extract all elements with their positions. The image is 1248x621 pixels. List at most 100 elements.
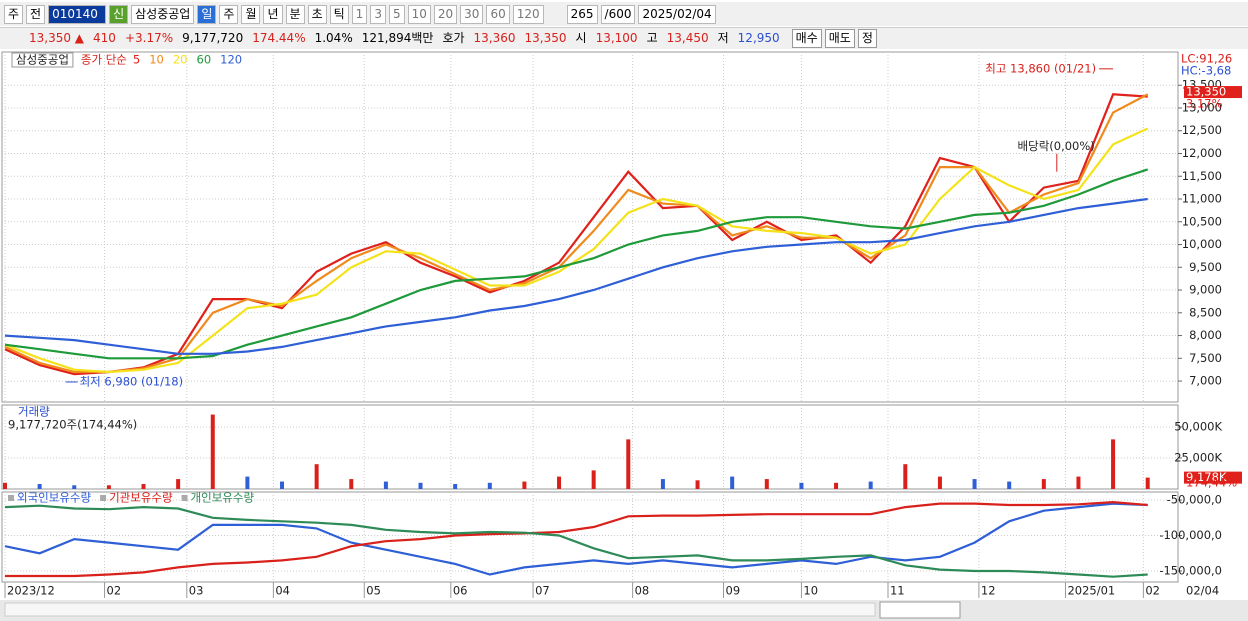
legend-subtitle: 종가 단순 (81, 53, 127, 67)
toolbar-item[interactable]: 신 (109, 4, 129, 24)
quote-bar: 13,350 ▲ 410 +3.17% 9,177,720 174.44% 1.04% 12… (0, 27, 1248, 49)
quote-item: 1.04% (314, 31, 353, 45)
quote-item: 121,894백만 (361, 31, 434, 45)
volume-bar (383, 481, 388, 489)
toolbar-item[interactable]: 265 (566, 4, 598, 24)
volume-bar (72, 485, 77, 489)
toolbar-item[interactable]: 틱 (329, 4, 349, 24)
legend-title: 삼성중공업 (16, 53, 69, 67)
series-line (4, 93, 1148, 376)
quote-item: 매도 (824, 29, 855, 48)
chart: 7,000 7,500 8,000 8,500 9,000 9,500 10,000 10,5… (0, 50, 1248, 621)
x-tick-label: 2023/12 (7, 584, 55, 598)
volume-bar (37, 484, 42, 489)
toolbar-item[interactable]: 120 (512, 4, 544, 24)
quote-item: 정 (857, 29, 877, 48)
annotation: 배당락(0,00%) (1018, 139, 1095, 153)
legend-entry: 개인보유수량 (191, 491, 255, 505)
toolbar-item[interactable]: 3 (370, 4, 386, 24)
volume-bar (210, 414, 215, 489)
y-tick-label: -150,000,0 (1159, 563, 1222, 577)
x-tick-label: 09 (726, 584, 741, 598)
x-tick-label: 12 (981, 584, 996, 598)
quote-item: 13,350 (524, 31, 567, 45)
panel-frame (1, 51, 1179, 403)
toolbar-item[interactable]: 1 (351, 4, 368, 24)
volume-ratio: 174,44% (1186, 476, 1237, 490)
legend-entry: 외국인보유수량 (17, 491, 91, 505)
last-value-label: 9,178K (1186, 470, 1227, 484)
toolbar-item[interactable]: 010140 (48, 4, 107, 24)
last-value-box (1184, 86, 1242, 99)
volume-bar (522, 481, 527, 489)
hc-label: HC:-3,68 (1181, 64, 1231, 78)
toolbar-item[interactable]: 초 (307, 4, 327, 24)
scroll-controls[interactable] (879, 601, 961, 619)
quote-item: 고 (646, 31, 658, 45)
volume-bar (903, 464, 908, 489)
series-line (4, 502, 1148, 576)
x-tick-label: 03 (189, 584, 204, 598)
volume-bar (349, 479, 354, 489)
series-line (4, 197, 1148, 355)
toolbar-item[interactable]: 일 (197, 4, 217, 24)
quote-item: 12,950 (737, 31, 780, 45)
x-tick-label: 05 (366, 584, 381, 598)
legend-entry: 5 (133, 53, 140, 67)
volume-bar (487, 482, 492, 489)
volume-bar (418, 482, 423, 489)
y-tick-label: -100,000,0 (1159, 528, 1222, 542)
toolbar-item[interactable]: 분 (285, 4, 305, 24)
series-line (4, 127, 1149, 374)
toolbar-item[interactable]: 삼성중공업 (131, 4, 195, 24)
quote-item: 13,360 (473, 31, 516, 45)
volume-bar (868, 481, 873, 489)
volume-title: 거래량 (18, 405, 50, 419)
x-tick-label: 04 (275, 584, 290, 598)
x-tick-label: 07 (535, 584, 550, 598)
x-tick-label: 11 (890, 584, 905, 598)
volume-bar (834, 482, 839, 489)
volume-bar (972, 479, 977, 489)
volume-bar (245, 476, 250, 489)
toolbar-item[interactable]: 년 (263, 4, 283, 24)
volume-bar (764, 479, 769, 489)
toolbar-item[interactable]: 30 (460, 4, 484, 24)
legend-swatch (8, 495, 14, 501)
volume-bar (3, 482, 7, 489)
y-tick-label: 7,000 (1189, 374, 1222, 388)
toolbar-item[interactable]: 전 (26, 4, 46, 24)
toolbar: 주 전 010140 신 삼성중공업 일 주 월 년 분 초 틱 1 3 5 10 20 30 60 120 265/6… (0, 2, 1248, 26)
toolbar-item[interactable]: 10 (407, 4, 431, 24)
volume-bar (1145, 477, 1150, 489)
y-tick-label: 9,000 (1189, 283, 1222, 297)
toolbar-item[interactable]: 월 (241, 4, 261, 24)
quote-item: 저 (717, 31, 729, 45)
toolbar-item[interactable]: 주 (219, 4, 239, 24)
scroll-track[interactable] (4, 602, 876, 617)
annotation: 최저 6,980 (01/18) (80, 374, 184, 388)
toolbar-item[interactable]: 주 (4, 4, 24, 24)
toolbar-item[interactable]: 60 (486, 4, 510, 24)
y-tick-label: 12,500 (1182, 123, 1222, 137)
cursor-label: 02/04 (1186, 584, 1219, 598)
volume-bar (280, 481, 285, 489)
legend-swatch (181, 495, 188, 501)
toolbar-item[interactable]: 5 (388, 4, 405, 24)
y-tick-label: 8,000 (1189, 328, 1222, 342)
series-line (5, 500, 1148, 578)
y-tick-label: 8,500 (1189, 305, 1222, 319)
toolbar-item[interactable]: /600 (600, 4, 636, 24)
last-value-box (1184, 471, 1242, 484)
legend-entry: 60 (197, 53, 212, 67)
toolbar-item[interactable]: 20 (433, 4, 458, 24)
volume-bar (1041, 479, 1046, 489)
quote-item: 410 (93, 31, 116, 45)
volume-bar (141, 484, 146, 489)
last-value-label: 13,350 (1186, 85, 1226, 99)
y-tick-label: 11,500 (1182, 169, 1222, 183)
volume-bar (937, 476, 942, 489)
legend-entry: 120 (220, 53, 242, 67)
toolbar-item[interactable]: 2025/02/04 (638, 4, 716, 24)
volume-bar (730, 476, 735, 489)
